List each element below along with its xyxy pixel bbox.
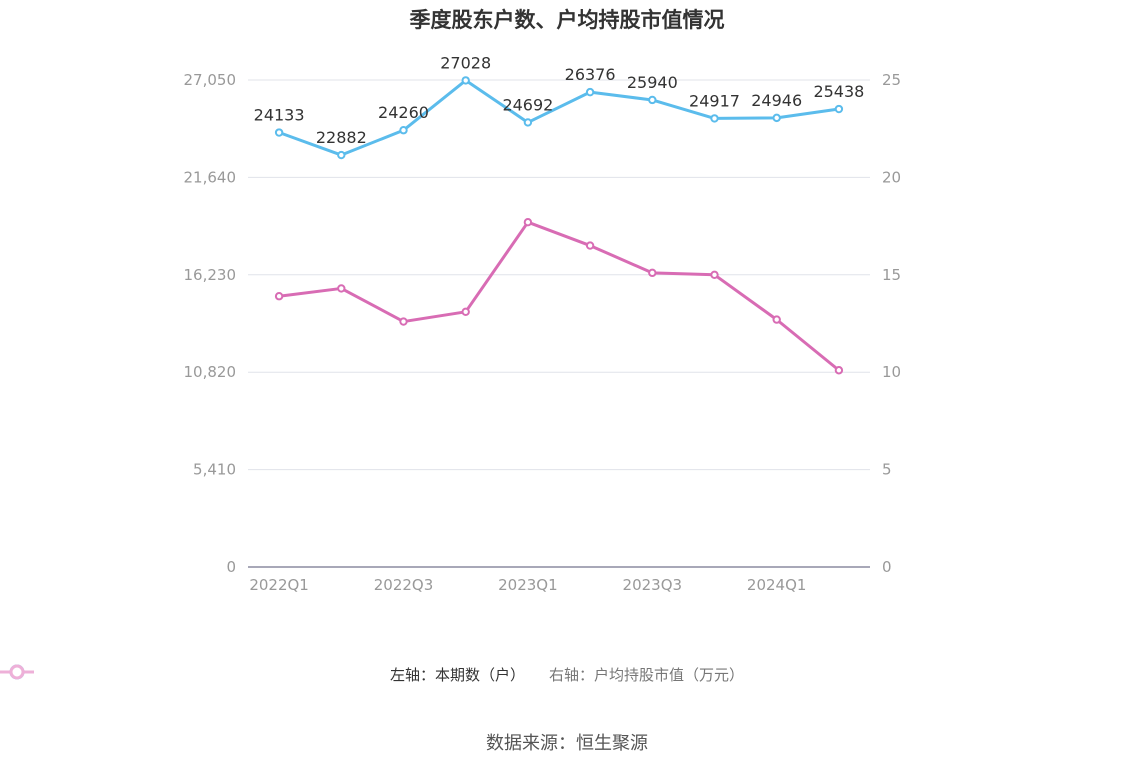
- series-left-data-label: 24946: [751, 91, 802, 110]
- series-right-point: [461, 307, 470, 317]
- series-right-point: [274, 292, 284, 301]
- y-left-tick-label: 10,820: [184, 363, 237, 381]
- x-tick-label: 2022Q1: [249, 576, 309, 594]
- y-left-tick-label: 21,640: [184, 168, 237, 186]
- y-left-tick-label: 27,050: [184, 71, 237, 89]
- series-left-point: [772, 113, 781, 123]
- y-left-tick-label: 0: [226, 558, 236, 576]
- y-right-tick-label: 5: [882, 461, 892, 479]
- series-left-point: [461, 76, 470, 85]
- y-left-tick-label: 16,230: [184, 266, 237, 284]
- x-tick-label: 2022Q3: [374, 576, 434, 594]
- series-right-point: [585, 241, 595, 250]
- series-left-data-label: 27028: [440, 53, 491, 72]
- series-right-point: [710, 270, 719, 279]
- x-tick-label: 2023Q1: [498, 576, 558, 594]
- line-chart: 0 5,410 10,820 16,230 21,640 27,050 0 5 10 15 20 25…: [184, 53, 902, 594]
- series-left-point: [523, 118, 533, 127]
- series-left-data-label: 24260: [378, 103, 429, 122]
- series-left-data-label: 24692: [502, 95, 553, 114]
- x-tick-label: 2024Q1: [747, 576, 807, 594]
- series-right-point: [772, 315, 781, 324]
- series-left-point: [585, 87, 595, 97]
- source-note: 数据来源：恒生聚源: [486, 733, 648, 754]
- legend-item-right[interactable]: 右轴：户均持股市值（万元）: [0, 664, 745, 685]
- y-right-tick-label: 0: [882, 558, 892, 576]
- series-left-data-label: 25940: [627, 73, 678, 92]
- series-left-point: [648, 95, 657, 105]
- legend-marker-right-icon: [0, 664, 34, 680]
- legend-item-left[interactable]: 左轴：本期数（户）: [0, 664, 525, 685]
- y-right-tick-label: 10: [882, 363, 901, 381]
- series-right-point: [523, 218, 533, 227]
- series-right-point: [399, 317, 408, 326]
- chart-title: 季度股东户数、户均持股市值情况: [409, 8, 725, 32]
- series-right-point: [648, 268, 657, 278]
- y-right-tick-label: 25: [882, 71, 901, 89]
- series-left-data-label: 24917: [689, 91, 740, 110]
- series-left-point: [399, 126, 408, 135]
- y-right-tick-label: 20: [882, 168, 901, 186]
- series-left-point: [337, 150, 346, 160]
- series-right-point: [834, 366, 844, 375]
- series-left-data-label: 24133: [254, 106, 305, 125]
- series-right-point: [337, 284, 346, 293]
- series-left-point: [274, 128, 284, 137]
- y-right-tick-label: 15: [882, 266, 901, 284]
- legend-label-left: 左轴：本期数（户）: [389, 666, 525, 684]
- series-left-data-label: 22882: [316, 128, 367, 147]
- legend: 左轴：本期数（户） 右轴：户均持股市值（万元）: [0, 664, 1134, 685]
- series-left-point: [834, 104, 844, 114]
- x-tick-label: 2023Q3: [623, 576, 683, 594]
- y-left-tick-label: 5,410: [193, 461, 236, 479]
- legend-label-right: 右轴：户均持股市值（万元）: [549, 666, 745, 684]
- series-left-line: [278, 78, 840, 157]
- series-left-data-label: 26376: [565, 65, 616, 84]
- series-left-point: [710, 114, 719, 123]
- series-left-data-label: 25438: [813, 82, 864, 101]
- series-right-line: [278, 220, 840, 372]
